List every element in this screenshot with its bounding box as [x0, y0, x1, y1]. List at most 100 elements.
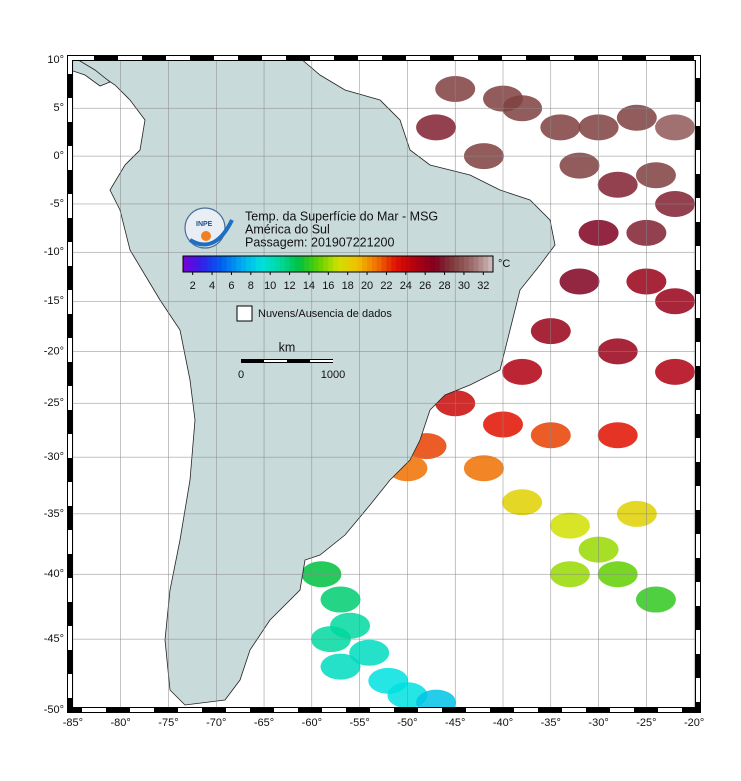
colorbar-cell [212, 256, 218, 272]
colorbar-cell [236, 256, 242, 272]
colorbar-cell [308, 256, 315, 272]
scale-label: 1000 [321, 369, 345, 381]
pass: Passagem: 201907221200 [245, 235, 394, 249]
legend-label: Nuvens/Ausencia de dados [258, 308, 392, 320]
colorbar-cell [430, 256, 436, 272]
colorbar-cell [449, 256, 455, 272]
sst-patch [320, 653, 361, 680]
colorbar-tick-label: 6 [228, 280, 234, 292]
colorbar-cell [376, 256, 383, 272]
x-tick-label: -30° [588, 717, 608, 729]
colorbar-cell [289, 256, 295, 272]
sst-patch [655, 114, 696, 141]
colorbar-cell [338, 256, 344, 272]
x-tick-label: -70° [206, 717, 226, 729]
colorbar-cell [328, 256, 334, 272]
y-tick-label: -15° [44, 295, 64, 307]
y-tick-label: -40° [44, 568, 64, 580]
colorbar-tick-label: 12 [283, 280, 295, 292]
colorbar-cell [478, 256, 484, 272]
scale-bar-segment [310, 360, 333, 362]
colorbar-cell [216, 256, 223, 272]
x-tick-label: -25° [636, 717, 656, 729]
x-tick-label: -45° [445, 717, 465, 729]
sst-patch [655, 358, 696, 385]
colorbar-cell [323, 256, 329, 272]
colorbar-cell [294, 256, 300, 272]
title: Temp. da Superfície do Mar - MSG [245, 209, 438, 223]
colorbar-cell [342, 256, 349, 272]
colorbar-tick-label: 10 [264, 280, 276, 292]
x-tick-label: -80° [111, 717, 131, 729]
colorbar-cell [381, 256, 387, 272]
colorbar: 2 4 6 8 10 12 14 16 18 20 22 24 26 28 30 32 [182, 255, 494, 292]
subtitle: América do Sul [245, 222, 330, 236]
sst-patch [349, 639, 390, 666]
colorbar-cell [187, 256, 194, 272]
colorbar-cell [333, 256, 339, 272]
colorbar-cell [400, 256, 407, 272]
colorbar-cell [483, 256, 489, 272]
colorbar-cell [468, 256, 475, 272]
colorbar-cell [425, 256, 431, 272]
colorbar-cell [391, 256, 397, 272]
scale-unit: km [279, 340, 296, 354]
x-tick-label: -85° [63, 717, 83, 729]
colorbar-tick-label: 16 [322, 280, 334, 292]
colorbar-cell [183, 256, 189, 272]
colorbar-tick-label: 26 [419, 280, 431, 292]
colorbar-cell [231, 256, 237, 272]
frame-pattern [68, 56, 700, 712]
colorbar-cell [241, 256, 247, 272]
colorbar-tick-label: 32 [477, 280, 489, 292]
sst-patch [540, 114, 581, 141]
colorbar-cell [367, 256, 373, 272]
x-tick-label: -75° [158, 717, 178, 729]
sst-patch [597, 422, 638, 449]
legend-swatch [236, 305, 253, 322]
colorbar-unit: °C [498, 258, 510, 270]
colorbar-cell [396, 256, 402, 272]
logo: INPE [184, 207, 234, 249]
colorbar-cell [270, 256, 276, 272]
sst-patch [502, 489, 543, 516]
x-tick-label: -20° [684, 717, 704, 729]
x-tick-label: -65° [254, 717, 274, 729]
colorbar-cell [265, 256, 271, 272]
sst-patch [502, 358, 543, 385]
logo-globe [184, 207, 226, 249]
colorbar-cell [405, 256, 412, 272]
colorbar-cell [439, 256, 446, 272]
colorbar-tick-label: 22 [380, 280, 392, 292]
x-tick-label: -55° [349, 717, 369, 729]
x-tick-label: -50° [397, 717, 417, 729]
colorbar-cell [347, 256, 354, 272]
colorbar-cell [279, 256, 286, 272]
colorbar-tick-label: 20 [361, 280, 373, 292]
grid [70, 58, 698, 710]
colorbar-tick-label: 28 [438, 280, 450, 292]
sst-patch [416, 114, 457, 141]
colorbar-cell [207, 256, 213, 272]
scale-bar-segment [264, 360, 287, 362]
sst-patch [635, 162, 676, 189]
colorbar-cell [275, 256, 281, 272]
colorbar-cell [488, 256, 494, 272]
sst-patch [320, 586, 361, 613]
colorbar-cell [454, 256, 460, 272]
colorbar-cell [463, 256, 470, 272]
colorbar-tick-label: 4 [209, 280, 215, 292]
sst-patch [549, 512, 590, 539]
logo-arrow [188, 219, 234, 247]
colorbar-cell [260, 256, 266, 272]
y-tick-label: -35° [44, 508, 64, 520]
y-tick-label: -30° [44, 451, 64, 463]
sst-patch [616, 104, 657, 131]
colorbar-tick-label: 18 [342, 280, 354, 292]
colorbar-tick-label: 30 [458, 280, 470, 292]
colorbar-tick-label: 14 [303, 280, 315, 292]
y-tick-label: -50° [44, 704, 64, 716]
colorbar-cell [192, 256, 199, 272]
